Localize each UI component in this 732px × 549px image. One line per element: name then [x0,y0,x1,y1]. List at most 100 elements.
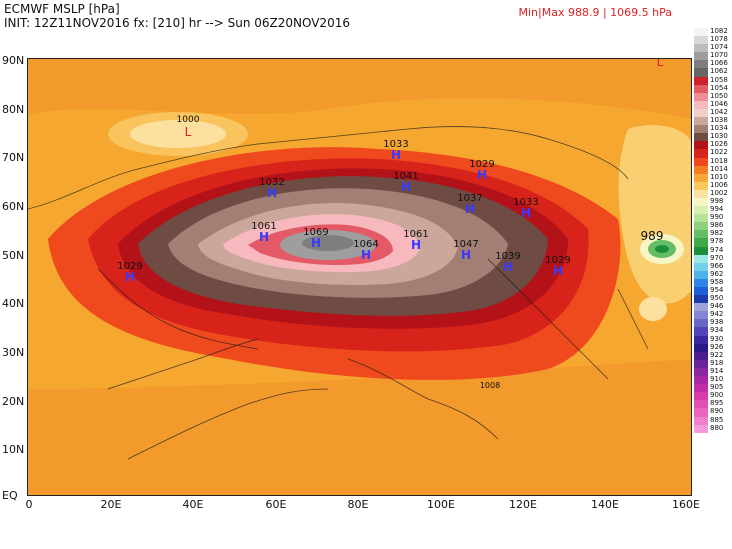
pressure-value: 1032 [259,177,285,188]
legend-level-label: 1042 [710,107,728,116]
legend-level-label: 900 [710,391,724,400]
map-title: ECMWF MSLP [hPa] [4,2,120,16]
low-marker: L [656,58,664,69]
legend-entry: 922 [694,350,732,360]
pressure-value: 1033 [383,139,409,150]
legend-entry: 1006 [694,180,732,190]
legend-entry: 966 [694,262,732,271]
legend-entry: 1002 [694,188,732,198]
legend-swatch [694,125,708,134]
legend-level-label: 1002 [710,188,728,197]
legend-level-label: 1078 [710,35,728,44]
high-marker: H [520,206,532,220]
legend-swatch [694,408,708,417]
legend-entry: 1082 [694,27,732,37]
legend-swatch [694,117,708,126]
lat-label: 60N [2,200,25,213]
legend-entry: 914 [694,367,732,377]
lon-label: 40E [182,498,204,511]
legend-swatch [694,181,708,190]
legend-swatch [694,84,708,93]
legend-swatch [694,262,708,271]
legend-level-label: 926 [710,342,724,351]
legend-level-label: 934 [710,326,724,335]
legend-level-label: 958 [710,277,724,286]
legend-level-label: 918 [710,358,724,367]
legend-swatch [694,376,708,385]
pressure-value: 1033 [513,197,539,208]
high-marker: H [390,148,402,162]
legend-level-label: 974 [710,245,724,254]
high-center: 1039 H [490,251,526,273]
legend-entry: 1070 [694,51,732,61]
legend-entry: 978 [694,237,732,247]
pressure-value: 1061 [403,229,429,240]
legend-level-label: 1074 [710,43,728,52]
legend-swatch [694,149,708,158]
pressure-value: 1029 [545,255,571,266]
legend-level-label: 1030 [710,132,728,141]
legend-swatch [694,343,708,352]
legend-entry: 885 [694,416,732,425]
high-marker: H [502,260,514,274]
legend-swatch [694,52,708,61]
legend-entry: 942 [694,310,732,320]
lat-label: 40N [2,297,25,310]
legend-swatch [694,92,708,101]
legend-level-label: 1010 [710,172,728,181]
high-center: 1064 H [348,239,384,261]
pressure-value: 1037 [457,193,483,204]
legend-entry: 1046 [694,99,732,109]
min-max-label: Min|Max 988.9 | 1069.5 hPa [518,6,673,19]
legend-swatch [694,287,708,296]
legend-level-label: 1022 [710,148,728,157]
legend-swatch [694,335,708,344]
pressure-value: 1029 [117,261,143,272]
legend-level-label: 950 [710,294,724,303]
pressure-value: 1008 [479,381,501,390]
legend-level-label: 1006 [710,180,728,189]
legend-level-label: 1054 [710,83,728,92]
legend-entry: 926 [694,342,732,352]
legend-level-label: 922 [710,350,724,359]
legend-swatch [694,246,708,255]
legend-swatch [694,100,708,109]
lon-label: 160E [672,498,700,511]
pressure-map: 1069 H 1061 H 1061 H 1064 H 1047 H 1041 … [27,58,692,496]
legend-swatch [694,238,708,247]
legend-level-label: 970 [710,253,724,262]
legend-swatch [694,108,708,118]
high-center: 1061 H [398,229,434,251]
lon-label: 80E [347,498,369,511]
high-marker: H [400,180,412,194]
legend-level-label: 1050 [710,91,728,100]
legend-swatch [694,359,708,368]
legend-entry: 1078 [694,35,732,45]
legend-level-label: 1046 [710,99,728,108]
legend-entry: 970 [694,253,732,263]
legend-level-label: 895 [710,399,724,408]
legend-swatch [694,28,708,37]
high-marker: H [464,202,476,216]
legend-swatch [694,230,708,239]
legend-level-label: 1070 [710,51,728,60]
legend-level-label: 1062 [710,67,728,76]
legend-swatch [694,278,708,287]
low-marker: L [184,125,192,139]
legend-level-label: 938 [710,318,724,327]
legend-level-label: 910 [710,375,724,384]
legend-swatch [694,68,708,77]
high-marker: H [360,248,372,262]
high-marker: H [310,236,322,250]
legend-swatch [694,367,708,377]
legend-swatch [694,157,708,166]
legend-entry: 974 [694,245,732,255]
lat-label: 70N [2,151,25,164]
legend-entry: 1034 [694,124,732,134]
lat-label: 90N [2,54,25,67]
high-marker: H [124,270,136,284]
high-center: 1029 H [112,261,148,283]
legend-level-label: 962 [710,269,724,278]
legend-swatch [694,270,708,279]
legend-swatch [694,319,708,328]
